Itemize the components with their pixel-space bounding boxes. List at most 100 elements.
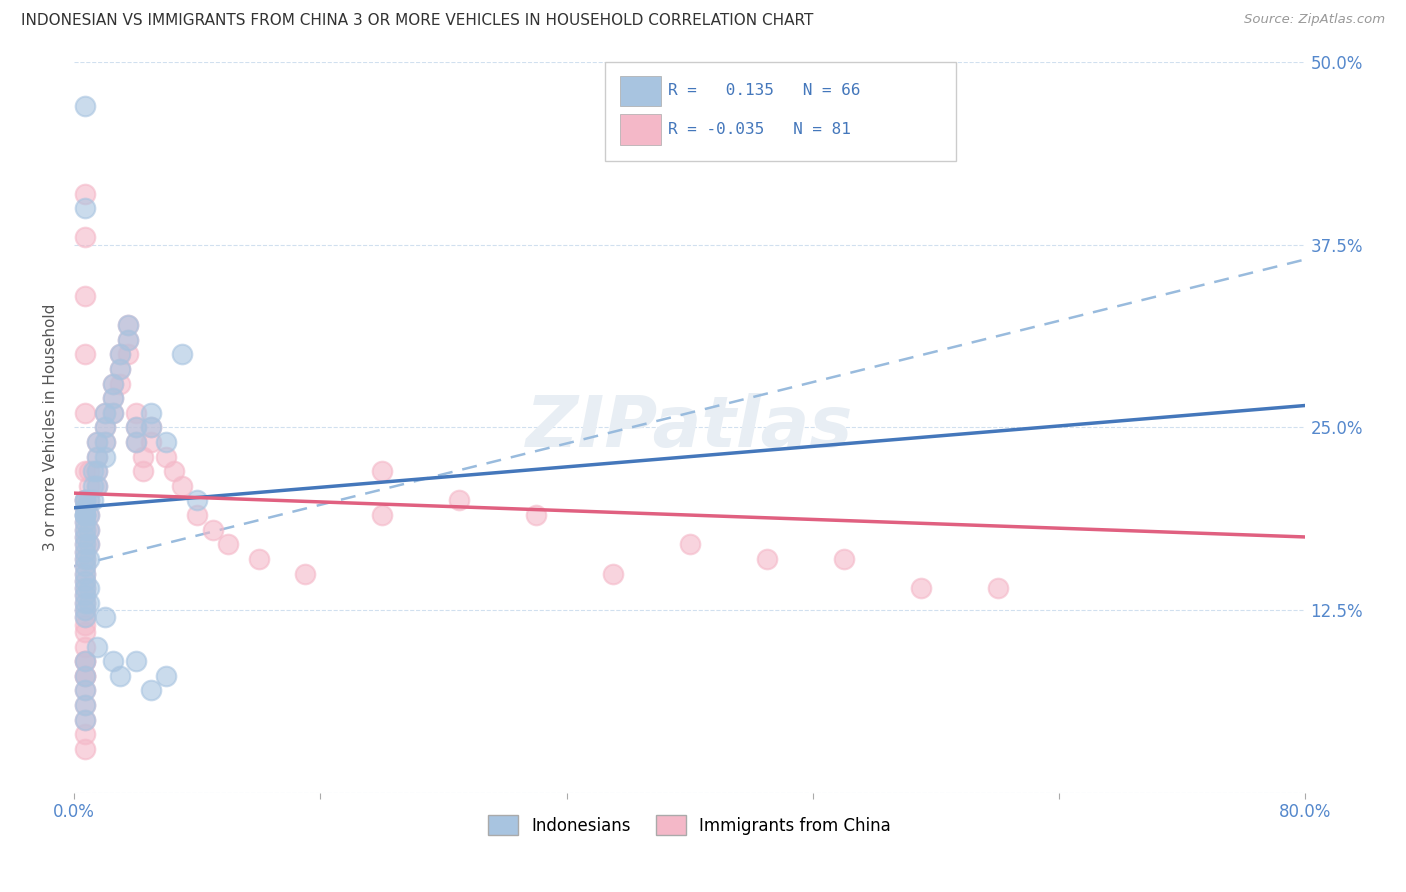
Point <box>79 523 101 537</box>
Point <box>163 464 186 478</box>
Point <box>73 523 96 537</box>
Point <box>139 420 162 434</box>
Point <box>86 435 108 450</box>
Point <box>110 669 132 683</box>
Point <box>79 479 101 493</box>
Point <box>73 741 96 756</box>
Point <box>101 376 124 391</box>
Point <box>73 683 96 698</box>
Point <box>73 493 96 508</box>
Point <box>124 406 146 420</box>
Point <box>155 450 177 464</box>
Point <box>132 464 155 478</box>
Point <box>447 493 470 508</box>
Point <box>110 347 132 361</box>
Point <box>73 596 96 610</box>
Point <box>73 530 96 544</box>
Point <box>79 581 101 595</box>
Point <box>73 99 96 113</box>
Point <box>124 435 146 450</box>
Point <box>73 654 96 668</box>
Point <box>186 493 208 508</box>
Point <box>94 610 117 624</box>
Text: INDONESIAN VS IMMIGRANTS FROM CHINA 3 OR MORE VEHICLES IN HOUSEHOLD CORRELATION : INDONESIAN VS IMMIGRANTS FROM CHINA 3 OR… <box>21 13 814 29</box>
Point <box>79 508 101 522</box>
Point <box>832 552 855 566</box>
Point <box>110 347 132 361</box>
Point <box>73 537 96 551</box>
Point <box>101 376 124 391</box>
Point <box>73 713 96 727</box>
Point <box>170 347 193 361</box>
Point <box>73 698 96 712</box>
Point <box>94 450 117 464</box>
Point <box>73 654 96 668</box>
Point <box>73 713 96 727</box>
Point <box>110 362 132 376</box>
Point <box>79 493 101 508</box>
Point <box>79 493 101 508</box>
Point <box>73 669 96 683</box>
Point <box>602 566 624 581</box>
Point <box>79 596 101 610</box>
Point <box>82 493 104 508</box>
Point <box>73 493 96 508</box>
Point <box>186 508 208 522</box>
Point <box>73 603 96 617</box>
Point <box>73 574 96 588</box>
Point <box>94 406 117 420</box>
Point <box>371 464 394 478</box>
Point <box>124 420 146 434</box>
Point <box>86 450 108 464</box>
Point <box>155 435 177 450</box>
Point <box>101 406 124 420</box>
Point <box>73 508 96 522</box>
Text: R =   0.135   N = 66: R = 0.135 N = 66 <box>668 84 860 98</box>
Point <box>73 289 96 303</box>
Point <box>73 654 96 668</box>
Point <box>73 347 96 361</box>
Point <box>987 581 1010 595</box>
Point <box>79 523 101 537</box>
Point <box>79 537 101 551</box>
Point <box>101 406 124 420</box>
Point <box>294 566 316 581</box>
Point <box>73 610 96 624</box>
Point <box>73 603 96 617</box>
Point <box>73 493 96 508</box>
Point <box>86 464 108 478</box>
Point <box>94 420 117 434</box>
Point <box>755 552 778 566</box>
Point <box>94 435 117 450</box>
Point <box>132 450 155 464</box>
Point <box>94 420 117 434</box>
Point <box>73 500 96 515</box>
Point <box>101 391 124 405</box>
Point <box>73 566 96 581</box>
Point <box>371 508 394 522</box>
Point <box>124 420 146 434</box>
Point <box>86 640 108 654</box>
Point <box>124 654 146 668</box>
Point <box>79 508 101 522</box>
Point <box>73 464 96 478</box>
Point <box>73 640 96 654</box>
Text: R = -0.035   N = 81: R = -0.035 N = 81 <box>668 122 851 136</box>
Point <box>73 508 96 522</box>
Point <box>73 493 96 508</box>
Point <box>73 596 96 610</box>
Point <box>73 544 96 558</box>
Point <box>73 552 96 566</box>
Point <box>73 559 96 574</box>
Point <box>73 186 96 201</box>
Text: Source: ZipAtlas.com: Source: ZipAtlas.com <box>1244 13 1385 27</box>
Point <box>73 508 96 522</box>
Point <box>73 683 96 698</box>
Point <box>73 552 96 566</box>
Point <box>73 537 96 551</box>
Point <box>73 581 96 595</box>
Point <box>910 581 932 595</box>
Point <box>73 201 96 215</box>
Point <box>86 479 108 493</box>
Point <box>79 464 101 478</box>
